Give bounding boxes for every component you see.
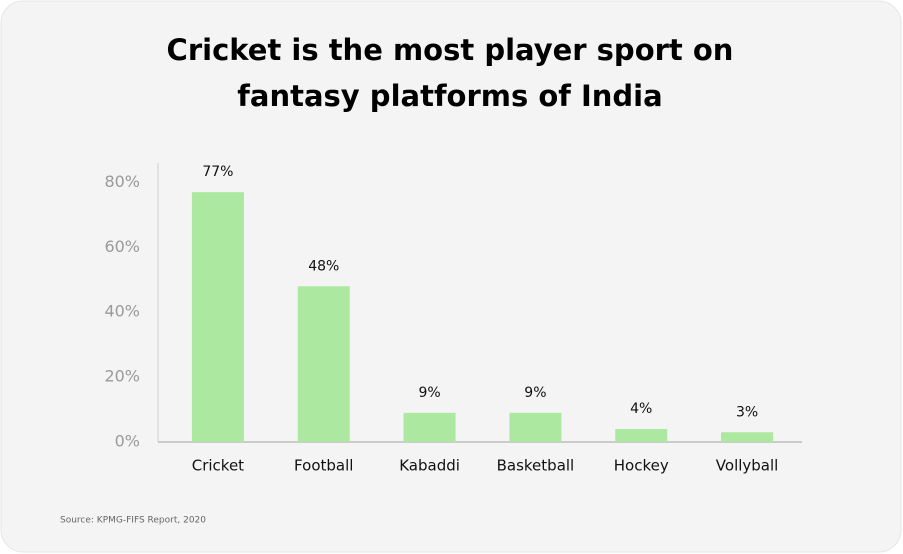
value-label: 3%	[736, 404, 758, 420]
x-tick-label: Basketball	[497, 457, 575, 475]
chart-title: Cricket is the most player sport on fanta…	[167, 33, 734, 113]
x-tick-label: Hockey	[614, 457, 669, 475]
bar	[721, 432, 774, 442]
y-tick-label: 0%	[115, 432, 140, 451]
value-label: 77%	[202, 164, 233, 180]
value-label: 48%	[308, 258, 339, 274]
x-tick-label: Football	[294, 457, 353, 475]
y-tick-label: 80%	[104, 172, 140, 191]
bar	[615, 429, 668, 442]
bar	[403, 412, 456, 442]
x-tick-label: Cricket	[192, 457, 244, 475]
bar	[191, 192, 244, 442]
y-tick-label: 20%	[104, 367, 140, 386]
value-label: 4%	[630, 401, 652, 417]
source: Source: KPMG-FIFS Report, 2020	[60, 516, 206, 526]
value-label: 9%	[418, 385, 440, 401]
value-label: 9%	[524, 385, 546, 401]
y-tick-label: 40%	[104, 302, 140, 321]
x-tick-label: Kabaddi	[399, 457, 460, 475]
bar	[509, 412, 562, 442]
bar	[297, 286, 350, 442]
y-tick-label: 60%	[104, 237, 140, 256]
x-tick-label: Vollyball	[716, 457, 779, 475]
